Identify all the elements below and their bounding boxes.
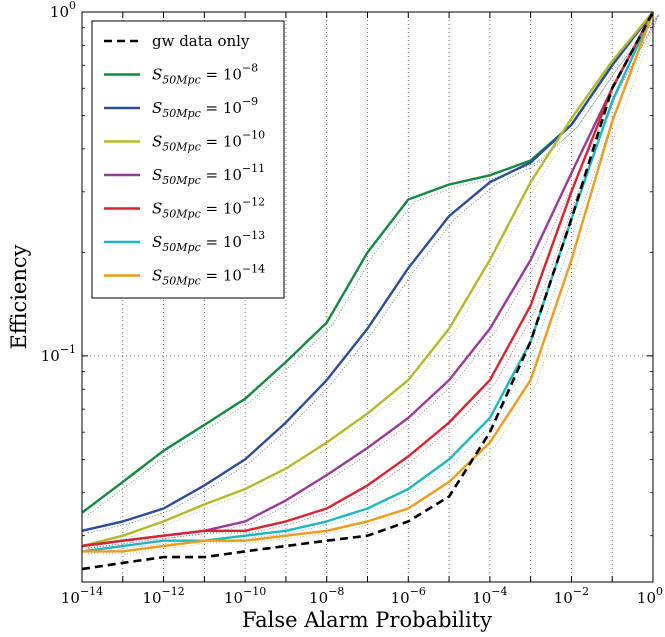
x-tick-label: 10−8 (309, 585, 344, 607)
series-line (81, 11, 655, 548)
legend-label: S50Mpc = 10−8 (152, 62, 258, 87)
legend-label: S50Mpc = 10−9 (152, 95, 258, 120)
legend-label: S50Mpc = 10−12 (152, 196, 265, 221)
series-line-dotted (87, 14, 660, 534)
legend-label: S50Mpc = 10−10 (152, 129, 265, 154)
legend-label: S50Mpc = 10−14 (152, 263, 265, 288)
legend-box (91, 20, 285, 299)
x-tick-label: 10−2 (554, 585, 589, 607)
y-tick-label: 100 (50, 0, 76, 21)
series-line (81, 11, 654, 548)
x-tick-label: 10−14 (61, 585, 103, 607)
x-axis-title: False Alarm Probability (242, 608, 492, 632)
series-lines (81, 11, 660, 571)
x-tick-label: 100 (637, 585, 663, 607)
legend-label: gw data only (152, 32, 250, 50)
y-axis-title: Efficiency (7, 244, 31, 349)
axis-ticks: 10−1 100 10−14 10−12 10−10 10−8 10−6 10−4 10−2 10… (41, 0, 663, 607)
legend: gw data only S50Mpc = 10−8 S50Mpc = 10−9 S5… (91, 20, 285, 299)
y-tick-label: 10−1 (41, 343, 76, 365)
x-tick-label: 10−6 (391, 585, 426, 607)
series-line (82, 11, 655, 553)
legend-label: S50Mpc = 10−11 (152, 162, 265, 187)
series-line (81, 11, 654, 532)
legend-label: S50Mpc = 10−13 (152, 229, 265, 254)
x-tick-label: 10−4 (472, 585, 507, 607)
x-tick-label: 10−10 (224, 585, 266, 607)
series-line (81, 11, 655, 571)
x-tick-label: 10−12 (142, 585, 184, 607)
